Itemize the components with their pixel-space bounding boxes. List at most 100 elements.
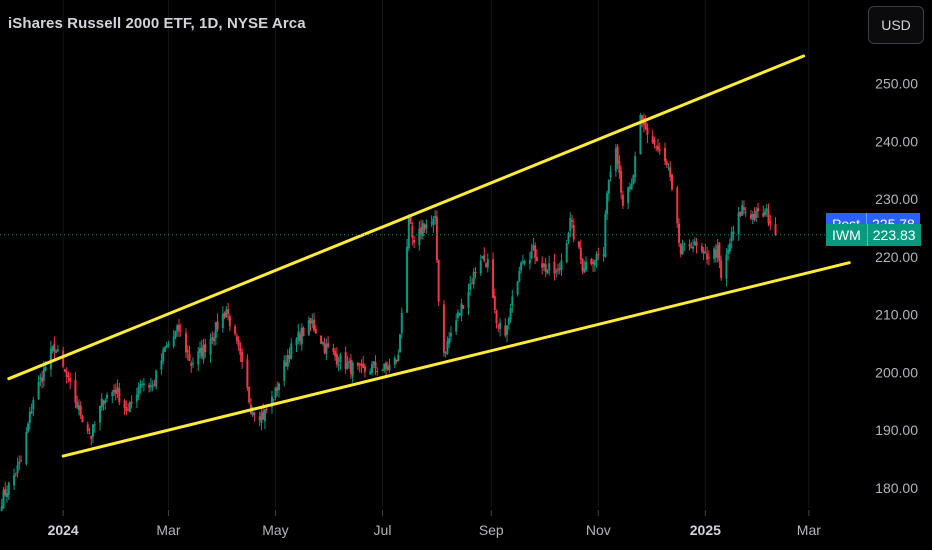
candle-body [286,355,289,367]
candle-body [621,194,624,206]
candle-body [432,218,435,226]
candle-body [671,174,674,190]
price-axis-label: 200.00 [875,364,918,380]
time-axis: 2024 Mar May Jul Sep Nov 2025 Mar [48,510,821,538]
candle-body [349,359,352,374]
candle-body [730,232,733,241]
candle-body [111,392,114,397]
currency-button[interactable]: USD [868,6,924,44]
candle-body [77,405,80,411]
price-axis-label: 230.00 [875,191,918,207]
candle-body [376,370,379,372]
candle-body [234,326,237,334]
candle-body [565,243,568,263]
candle-body [651,136,654,143]
candle-body [395,359,398,362]
candle-body [644,122,647,129]
candle-body [16,465,19,474]
last-price-value: 223.83 [866,223,921,246]
candle-body [739,211,742,216]
candle-body [663,147,666,162]
candle-body [142,383,145,386]
candle-body [325,344,328,355]
candle-body [679,243,682,255]
time-axis-label: Nov [586,522,611,538]
candle-body [125,407,128,412]
candle-body [628,186,631,189]
candle-body [448,338,451,344]
candle-body [213,337,216,342]
candle-body [339,354,342,363]
candle-body [413,239,416,244]
candle-body [434,216,437,218]
candle-body [225,309,228,318]
candle-body [162,349,165,362]
candle-body [541,263,544,268]
candle-body [553,261,556,274]
candle-body [548,263,551,271]
candle-body [299,333,302,342]
candle-body [483,255,486,261]
candle-body [423,224,426,230]
candle-body [88,432,91,434]
candle-body [214,322,217,339]
candle-body [479,260,482,274]
candle-body [618,160,621,173]
candle-body [420,227,423,234]
candle-body [511,296,514,306]
time-axis-label: 2025 [690,522,721,538]
candle-body [646,127,649,135]
candle-body [518,270,521,282]
candle-body [690,246,693,249]
candle-body [360,363,363,367]
candle-body [262,411,265,420]
candle-body [492,259,495,299]
candle-body [239,347,242,355]
candle-body [620,171,623,193]
candle-body [774,224,777,235]
price-axis-label: 240.00 [875,133,918,149]
candle-body [91,424,94,437]
candle-body [51,346,54,352]
candle-body [18,461,21,465]
candle-body [765,208,768,212]
candle-body [656,145,659,150]
candle-body [418,228,421,246]
candle-body [442,304,445,353]
candle-body [542,263,545,267]
trendline-upper [7,54,806,381]
candle-body [407,215,410,248]
candle-body [493,296,496,311]
candle-body [592,261,595,264]
candle-body [593,260,596,266]
candle-body [346,362,349,369]
candle-body [113,389,116,392]
candle-body [469,283,472,290]
time-axis-label: Jul [374,522,392,538]
candle-body [764,211,767,215]
candle-body [165,344,168,348]
candle-body [79,405,82,416]
candle-body [653,139,656,145]
candle-body [53,343,56,352]
candle-body [567,233,570,242]
candle-body [485,263,488,268]
candle-body [639,114,642,155]
candle-body [499,322,502,329]
candle-body [253,413,256,416]
candle-body [39,377,42,380]
candle-body [184,333,187,353]
candle-body [309,318,312,325]
candle-body [248,386,251,403]
candle-body [93,424,96,426]
candle-body [202,344,205,360]
candle-body [546,269,549,274]
candle-body [7,482,10,495]
candle-body [627,187,630,204]
time-axis-label: 2024 [48,522,79,538]
candle-body [495,310,498,324]
candle-body [297,331,300,340]
last-price-tag: IWM 223.83 [826,223,921,246]
